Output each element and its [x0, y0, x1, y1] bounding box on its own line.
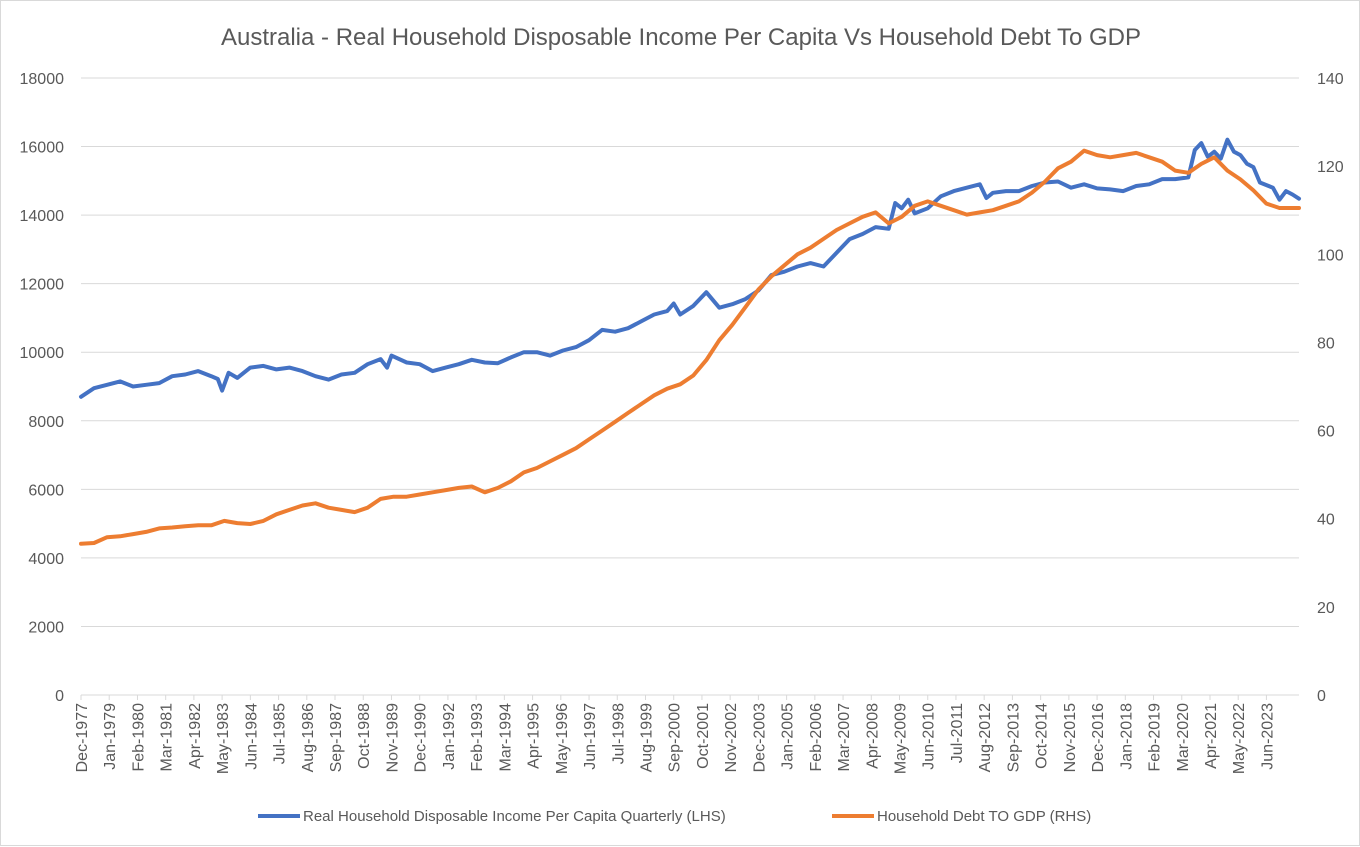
x-tick-label: May-1983	[215, 703, 232, 774]
y-left-tick-label: 12000	[20, 277, 65, 294]
y-left-tick-label: 8000	[28, 414, 64, 431]
x-tick-label: Mar-2007	[836, 703, 853, 772]
x-tick-label: Dec-1977	[74, 703, 91, 772]
y-left-tick-label: 2000	[28, 619, 64, 636]
x-tick-label: May-2022	[1231, 703, 1248, 774]
x-tick-label: Jan-2018	[1118, 703, 1135, 770]
x-tick-label: Aug-2012	[977, 703, 994, 772]
x-tick-label: Dec-2016	[1090, 703, 1107, 772]
x-tick-label: Jan-1979	[102, 703, 119, 770]
x-tick-label: Mar-2020	[1175, 703, 1192, 772]
x-tick-label: Jan-1992	[441, 703, 458, 770]
x-tick-label: Apr-1982	[187, 703, 204, 769]
left-axis: 0 2000 4000 6000 8000 10000 12000 14000 16000 180…	[20, 71, 65, 705]
y-right-tick-label: 140	[1317, 71, 1344, 88]
x-tick-label: Sep-2013	[1005, 703, 1022, 772]
x-tick-label: Jul-1985	[272, 703, 289, 764]
x-tick-label: Aug-1999	[638, 703, 655, 772]
x-tick-label: Jun-2010	[921, 703, 938, 770]
legend: Real Household Disposable Income Per Cap…	[258, 808, 1091, 825]
y-left-tick-label: 10000	[20, 345, 65, 362]
y-right-tick-label: 0	[1317, 688, 1326, 705]
x-tick-label: Feb-1980	[130, 703, 147, 772]
series-line-income	[79, 137, 1301, 399]
legend-label-debt: Household Debt TO GDP (RHS)	[877, 808, 1091, 825]
x-tick-label: Dec-2003	[751, 703, 768, 772]
y-right-tick-label: 100	[1317, 247, 1344, 264]
x-tick-label: Jun-1997	[582, 703, 599, 770]
x-tick-label: Sep-2000	[667, 703, 684, 772]
x-tick-label: Nov-2002	[723, 703, 740, 772]
x-tick-label: Feb-2019	[1147, 703, 1164, 772]
gridlines	[81, 77, 1299, 696]
chart-title: Australia - Real Household Disposable In…	[221, 24, 1141, 51]
x-tick-label: Jun-1984	[243, 703, 260, 770]
x-tick-label: Feb-1993	[469, 703, 486, 772]
x-axis: Dec-1977 Jan-1979 Feb-1980 Mar-1981 Apr-1982…	[74, 694, 1299, 774]
x-tick-label: Nov-2015	[1062, 703, 1079, 772]
y-left-tick-label: 14000	[20, 208, 65, 225]
x-tick-label: Jun-2023	[1259, 703, 1276, 770]
y-right-tick-label: 40	[1317, 512, 1335, 529]
y-right-tick-label: 20	[1317, 600, 1335, 617]
x-tick-label: Jan-2005	[780, 703, 797, 770]
y-left-tick-label: 16000	[20, 140, 65, 157]
x-tick-label: Mar-1994	[497, 703, 514, 772]
x-tick-label: Apr-1995	[526, 703, 543, 769]
series-layer	[79, 137, 1301, 546]
x-tick-label: Apr-2021	[1203, 703, 1220, 769]
x-tick-label: Jul-2011	[949, 703, 966, 763]
x-tick-label: May-1996	[554, 703, 571, 774]
y-left-tick-label: 4000	[28, 551, 64, 568]
x-tick-label: May-2009	[893, 703, 910, 774]
x-tick-label: Nov-1989	[384, 703, 401, 772]
y-left-tick-label: 18000	[20, 71, 65, 88]
x-tick-label: Oct-2001	[695, 703, 712, 769]
right-axis: 0 20 40 60 80 100 120 140	[1317, 71, 1344, 705]
series-line-debt	[79, 148, 1301, 546]
x-tick-label: Dec-1990	[413, 703, 430, 772]
x-tick-label: Feb-2006	[808, 703, 825, 772]
y-left-tick-label: 6000	[28, 482, 64, 499]
legend-label-income: Real Household Disposable Income Per Cap…	[303, 808, 726, 825]
x-tick-label: Sep-1987	[328, 703, 345, 772]
y-right-tick-label: 60	[1317, 424, 1335, 441]
y-right-tick-label: 120	[1317, 159, 1344, 176]
x-tick-label: Oct-1988	[356, 703, 373, 769]
x-tick-label: Jul-1998	[610, 703, 627, 764]
y-right-tick-label: 80	[1317, 335, 1335, 352]
y-left-tick-label: 0	[55, 688, 64, 705]
x-tick-label: Aug-1986	[300, 703, 317, 772]
x-tick-label: Oct-2014	[1034, 703, 1051, 769]
x-tick-label: Mar-1981	[159, 703, 176, 772]
x-tick-label: Apr-2008	[864, 703, 881, 769]
